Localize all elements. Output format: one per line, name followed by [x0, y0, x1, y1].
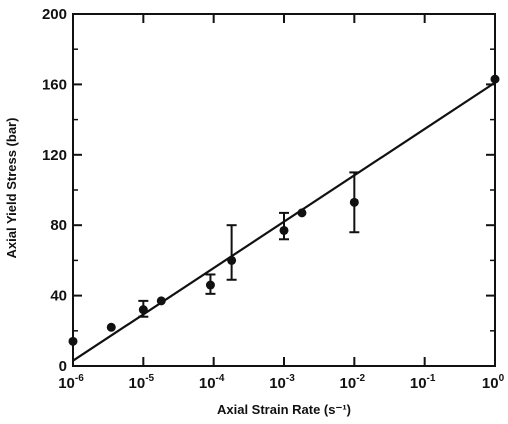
y-tick-label: 200: [42, 6, 67, 23]
plot-frame: [72, 13, 496, 367]
data-point: [106, 322, 116, 332]
y-tick-label: 160: [42, 76, 67, 93]
data-point: [349, 197, 359, 207]
data-point: [156, 296, 166, 306]
data-point: [297, 208, 307, 218]
data-points: [68, 74, 500, 346]
x-axis: 10-6 10-5 10-4 10-3 10-2 10-1 100: [58, 14, 505, 392]
x-tick-label: 10-6: [58, 373, 84, 392]
y-axis: 0 40 80 120 160 200: [42, 6, 495, 375]
y-tick-label: 120: [42, 147, 67, 164]
x-axis-title: Axial Strain Rate (s⁻¹): [217, 402, 351, 417]
y-tick-label: 80: [50, 217, 67, 234]
x-tick-label: 10-1: [410, 373, 436, 392]
plot-frame-group: [72, 13, 496, 367]
x-tick-label: 10-2: [340, 373, 366, 392]
data-point: [205, 280, 215, 290]
y-tick-label: 0: [59, 358, 67, 375]
data-point: [227, 255, 237, 265]
y-tick-label: 40: [50, 288, 67, 305]
x-tick-label: 10-5: [129, 373, 155, 392]
data-point: [279, 225, 289, 235]
data-point: [490, 74, 500, 84]
data-point: [138, 305, 148, 315]
x-tick-label: 10-4: [199, 373, 225, 392]
data-point: [68, 336, 78, 346]
x-tick-label: 10-3: [269, 373, 295, 392]
x-tick-label: 100: [482, 373, 505, 392]
y-axis-title: Axial Yield Stress (bar): [4, 118, 19, 259]
